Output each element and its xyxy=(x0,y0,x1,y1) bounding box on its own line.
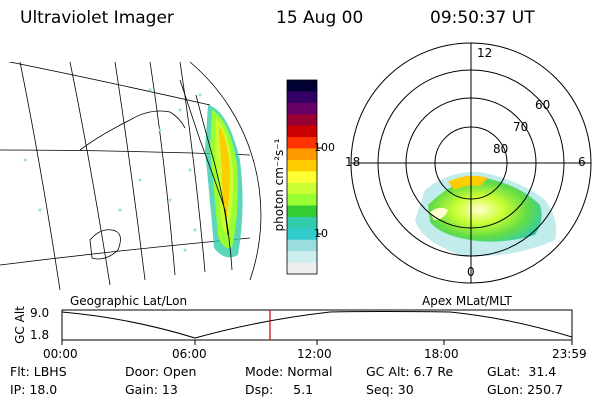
colorbar-segment xyxy=(287,91,317,104)
lat-label-70: 70 xyxy=(513,120,529,134)
colorbar xyxy=(286,79,318,275)
colorbar-segment xyxy=(287,262,317,275)
mlt-label-12: 12 xyxy=(477,46,493,60)
colorbar-segment xyxy=(287,137,317,149)
colorbar-segment xyxy=(287,102,317,115)
x-tick-label-1200: 12:00 xyxy=(297,347,332,361)
status-gcalt: GC Alt: 6.7 Re xyxy=(366,364,454,379)
colorbar-segment xyxy=(287,216,317,229)
colorbar-segment xyxy=(287,228,317,241)
colorbar-frame xyxy=(286,79,318,275)
mlt-label-6: 6 xyxy=(578,155,586,169)
status-glat: GLat: 31.4 xyxy=(487,364,557,379)
limb-line xyxy=(189,61,262,281)
status-dsp: Dsp: 5.1 xyxy=(245,382,314,397)
colorbar-segment xyxy=(287,171,317,184)
status-mode: Mode: Normal xyxy=(245,364,333,379)
x-tick-label-0600: 06:00 xyxy=(172,347,207,361)
coastline xyxy=(79,79,233,271)
colorbar-segment xyxy=(287,148,317,161)
altitude-ymax-label: 9.0 xyxy=(30,306,50,320)
status-glon: GLon: 250.7 xyxy=(487,382,563,397)
x-tick-label-2359: 23:59 xyxy=(552,347,587,361)
altitude-ymin-label: 1.8 xyxy=(30,328,50,342)
status-door: Door: Open xyxy=(125,364,197,379)
status-ip: IP: 18.0 xyxy=(10,382,58,397)
x-tick-label-0000: 00:00 xyxy=(43,347,78,361)
polar-aurora xyxy=(415,171,557,256)
geographic-panel-label: Geographic Lat/Lon xyxy=(70,294,188,308)
colorbar-segment xyxy=(287,159,317,172)
instrument-title: Ultraviolet Imager xyxy=(20,8,174,28)
altitude-curve xyxy=(61,311,573,339)
colorbar-segment xyxy=(287,205,317,218)
x-tick-label-1800: 18:00 xyxy=(424,347,459,361)
geographic-map xyxy=(0,61,262,291)
mlt-label-0: 0 xyxy=(467,265,475,279)
colorbar-tick-label-10: 10 xyxy=(314,227,328,240)
colorbar-segment xyxy=(287,194,317,207)
apex-panel-label: Apex MLat/MLT xyxy=(422,294,512,308)
polar-plot xyxy=(350,42,592,284)
colorbar-segment xyxy=(287,251,317,264)
colorbar-unit-label: photon cm⁻²s⁻¹ xyxy=(272,138,286,232)
colorbar-segment xyxy=(287,182,317,195)
lat-label-80: 80 xyxy=(493,142,509,156)
altitude-frame xyxy=(61,309,573,341)
altitude-plot xyxy=(61,309,573,345)
date-label: 15 Aug 00 xyxy=(276,8,364,28)
colorbar-segment xyxy=(287,239,317,252)
status-flt: Flt: LBHS xyxy=(10,364,67,379)
time-label: 09:50:37 UT xyxy=(430,8,535,28)
mlt-label-18: 18 xyxy=(345,155,361,169)
colorbar-tick-label-100: 100 xyxy=(314,141,335,154)
lat-label-60: 60 xyxy=(535,98,551,112)
colorbar-segment xyxy=(287,125,317,138)
status-gain: Gain: 13 xyxy=(125,382,178,397)
aurora-emission xyxy=(23,88,243,258)
status-seq: Seq: 30 xyxy=(366,382,414,397)
altitude-axis-label: GC Alt xyxy=(13,306,27,344)
colorbar-segment xyxy=(287,80,317,92)
colorbar-segment xyxy=(287,114,317,127)
